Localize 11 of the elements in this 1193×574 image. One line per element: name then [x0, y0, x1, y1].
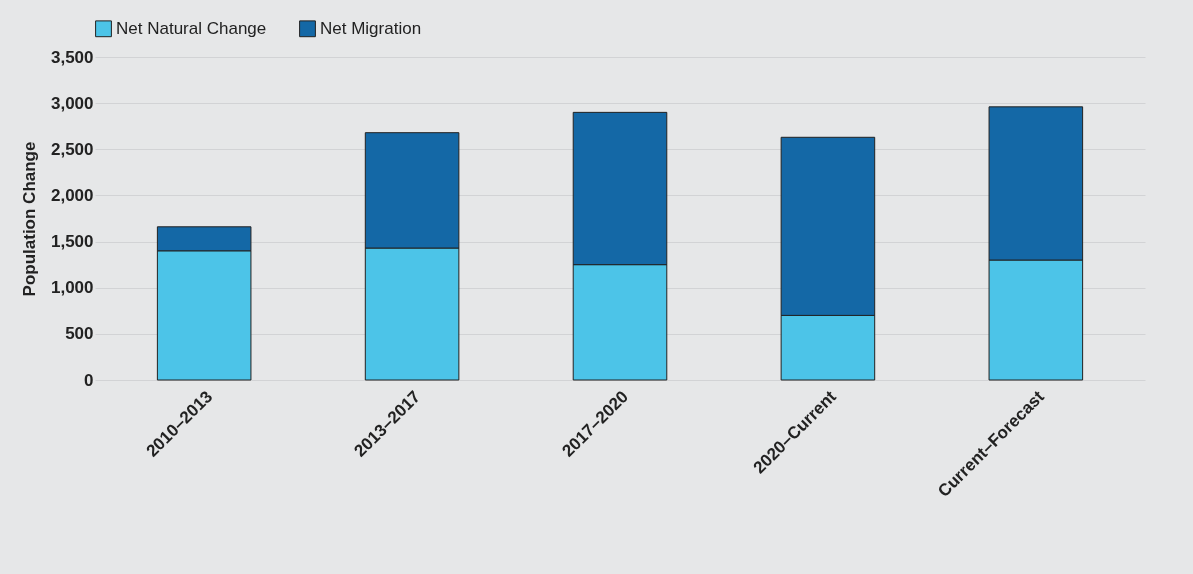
legend-label: Net Migration: [320, 18, 422, 38]
y-tick-label: 1,000: [50, 278, 94, 298]
y-tick-label: 2,500: [50, 139, 94, 159]
y-tick-label: 1,500: [50, 232, 94, 252]
y-axis-title: Population Change: [19, 141, 39, 297]
y-tick-label: 0: [84, 370, 94, 390]
y-tick-label: 3,500: [50, 47, 94, 67]
y-tick-label: 3,000: [50, 93, 94, 113]
y-tick-label: 2,000: [50, 185, 94, 205]
y-tick-label: 500: [65, 324, 94, 344]
legend-label: Net Natural Change: [116, 18, 267, 38]
